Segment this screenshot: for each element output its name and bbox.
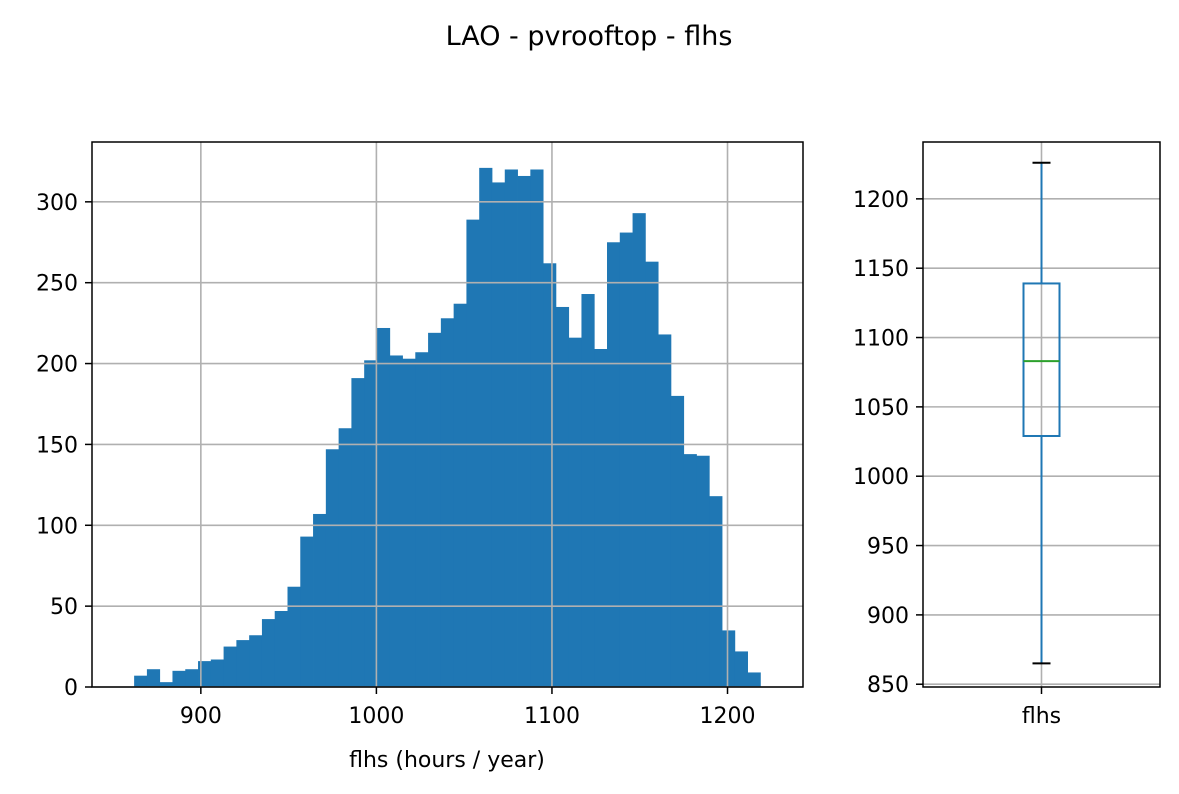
histogram-bar [185,669,199,687]
boxplot-y-tick-label: 1050 [853,396,909,421]
boxplot-x-tick-label: flhs [1022,704,1061,729]
histogram-bar [210,659,224,687]
histogram-bar [338,428,352,687]
histogram-bar [428,332,442,687]
histogram-bar [198,661,212,687]
boxplot-y-ticks: 850 900 950 1000 1050 1100 1150 1200 [853,188,923,698]
histogram-bar [543,263,557,687]
boxplot-y-tick-label: 1100 [853,327,909,352]
histogram-frame [91,141,804,688]
histogram-y-tick-label: 100 [36,514,78,539]
histogram-bar [402,358,416,687]
histogram-bar [670,395,685,687]
histogram-bar [504,169,518,688]
histogram-y-tick-label: 300 [36,191,78,216]
boxplot-y-tick-label: 850 [867,673,909,698]
histogram-x-tick-label: 900 [180,704,222,729]
histogram-x-ticks: 900 1000 1100 1200 [180,687,756,729]
histogram-bar [453,303,467,687]
histogram-x-tick-label: 1200 [700,704,756,729]
histogram-bar [619,232,633,687]
histogram-y-tick-label: 250 [36,272,78,297]
histogram-bar [632,213,646,687]
histogram-bar [466,219,480,687]
histogram-bar [415,352,429,687]
boxplot-chart: 850 900 950 1000 1050 1100 1150 1200 flhs [853,141,1161,729]
histogram-bar [696,455,710,687]
boxplot-x-ticks: flhs [1022,687,1061,729]
histogram-x-tick-label: 1100 [524,704,580,729]
histogram-bar [479,167,493,687]
histogram-bar [491,182,506,687]
histogram-bar [645,261,659,687]
histogram-bar [364,360,378,687]
histogram-bar [594,349,608,687]
histogram-y-tick-label: 0 [64,676,78,701]
histogram-bar [658,334,672,687]
histogram-y-tick-label: 50 [50,595,78,620]
histogram-bar [313,513,327,687]
histogram-bar [722,630,736,687]
boxplot-y-tick-label: 1150 [853,257,909,282]
histogram-bar [581,294,595,687]
boxplot-box [1022,282,1061,437]
histogram-grid [92,142,803,688]
boxplot-y-tick-label: 1000 [853,465,909,490]
histogram-bar [159,682,173,687]
histogram-bar [249,635,263,687]
histogram-bar [568,337,582,687]
histogram-y-ticks: 0 50 100 150 200 250 300 [36,191,92,701]
histogram-bar [709,496,723,687]
histogram-bar [300,536,314,687]
histogram-bar [747,672,761,687]
histogram-bar [530,169,544,688]
boxplot-y-tick-label: 900 [867,604,909,629]
histogram-bar [517,175,531,687]
histogram-chart: 900 1000 1100 1200 0 50 100 150 200 250 300 flhs … [36,141,804,773]
histogram-bar [223,646,237,687]
histogram-bar [440,318,455,687]
histogram-bar [274,610,288,687]
boxplot-y-tick-label: 950 [867,535,909,560]
histogram-bar [351,378,365,687]
histogram-bar [287,586,301,687]
histogram-bar [146,669,161,687]
histogram-bar [389,355,403,687]
histogram-x-label: flhs (hours / year) [349,748,545,773]
histogram-bar [325,449,340,687]
histogram-bar [261,619,276,687]
histogram-bar [734,651,748,687]
histogram-bar [134,675,148,687]
histogram-bar [172,670,186,687]
histogram-bars [134,167,761,688]
histogram-bar [607,242,621,687]
histogram-x-tick-label: 1000 [348,704,404,729]
histogram-bar [236,640,250,687]
histogram-y-tick-label: 150 [36,433,78,458]
histogram-y-tick-label: 200 [36,353,78,378]
figure-title: LAO - pvrooftop - flhs [446,21,733,52]
boxplot-y-tick-label: 1200 [853,188,909,213]
histogram-bar [555,306,570,687]
histogram-bar [376,327,391,687]
boxplot-glyph [1022,161,1061,665]
histogram-bar [683,454,697,687]
